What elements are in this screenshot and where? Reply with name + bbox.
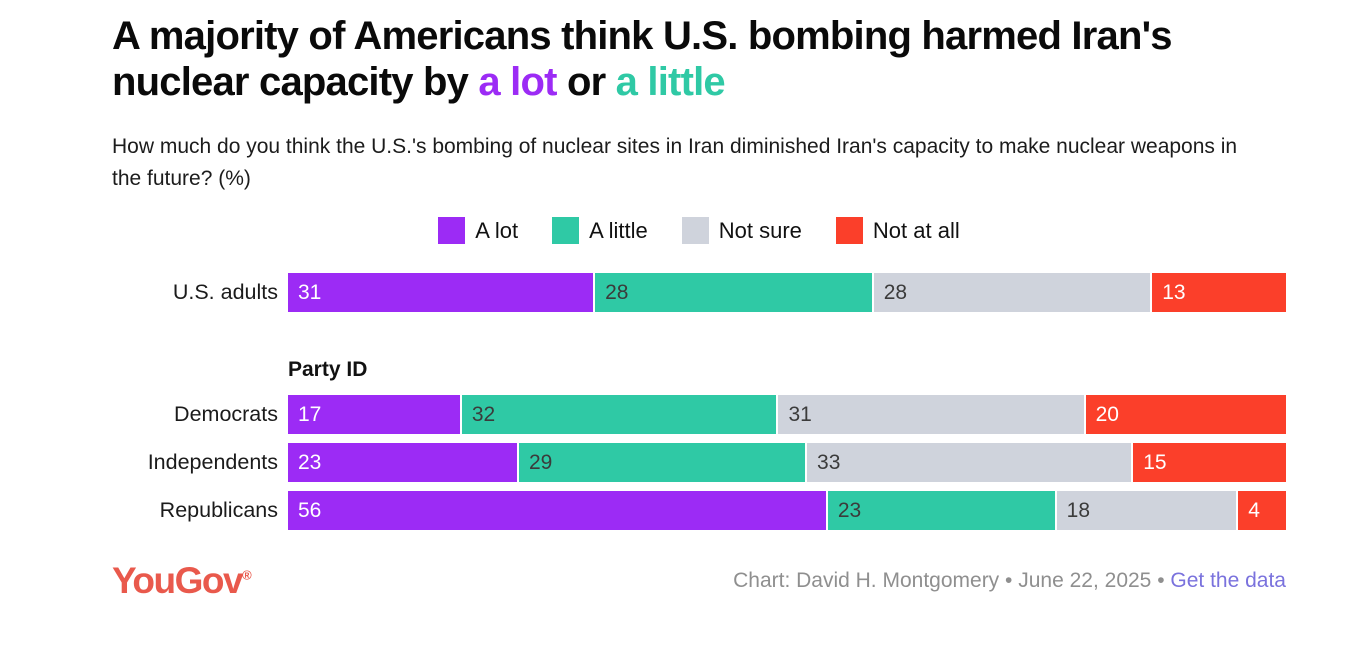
bar-segment-a-little: 32 — [461, 395, 777, 434]
bar-segment-not-sure: 31 — [778, 395, 1084, 434]
bar-segment-value: 4 — [1248, 498, 1260, 522]
chart-page: A majority of Americans think U.S. bombi… — [0, 14, 1354, 650]
bar-segment-value: 31 — [788, 402, 812, 426]
bar-segment-not-at-all: 15 — [1133, 443, 1286, 482]
bar-row-label: Democrats — [174, 402, 278, 426]
title-accent-a-little: a little — [615, 59, 726, 104]
bar-segment-a-lot: 17 — [288, 395, 460, 434]
bar-segment-a-little: 23 — [827, 491, 1055, 530]
bar-row-u-s-adults: U.S. adults 31 28 28 13 — [112, 273, 1287, 312]
legend-swatch-icon — [552, 217, 580, 244]
bar-row-independents: Independents 23 29 33 15 — [112, 443, 1286, 482]
survey-question-subtitle: How much do you think the U.S.'s bombing… — [112, 135, 1238, 191]
legend-label: A little — [589, 217, 648, 243]
bar-segment-not-sure: 28 — [873, 273, 1151, 312]
bar-segment-value: 15 — [1143, 450, 1167, 474]
bar-segment-a-little: 29 — [518, 443, 806, 482]
attribution-separator-1: • — [1005, 569, 1013, 592]
legend-item-a-lot: A lot — [438, 217, 518, 244]
get-the-data-link[interactable]: Get the data — [1170, 569, 1286, 592]
bar-segment-a-little: 28 — [595, 273, 872, 312]
bar-segment-value: 56 — [298, 498, 322, 522]
title-accent-a-lot: a lot — [478, 59, 557, 104]
bar-row-label: Republicans — [159, 498, 278, 522]
footer: YouGov® Chart: David H. Montgomery • Jun… — [112, 560, 1286, 602]
bar-segment-not-at-all: 20 — [1085, 395, 1287, 434]
legend-item-a-little: A little — [552, 217, 648, 244]
legend-swatch-icon — [681, 217, 709, 244]
bar-track: 31 28 28 13 — [288, 273, 1287, 312]
attribution-date: June 22, 2025 — [1018, 569, 1152, 592]
bar-segment-a-lot: 23 — [288, 443, 517, 482]
bar-segment-value: 13 — [1162, 280, 1186, 304]
bar-segment-value: 28 — [883, 280, 908, 304]
title-text-before: A majority of Americans think U.S. bombi… — [112, 14, 1173, 104]
bar-segment-value: 23 — [298, 450, 322, 474]
bar-segment-value: 20 — [1095, 402, 1119, 426]
bar-row-label: Independents — [147, 450, 278, 474]
title-text-middle: or — [556, 59, 616, 104]
legend: A lot A little Not sure Not at all — [112, 217, 1286, 244]
bar-row-label: U.S. adults — [172, 280, 278, 304]
yougov-logo[interactable]: YouGov® — [112, 560, 252, 602]
bar-track: 56 23 18 4 — [288, 491, 1286, 530]
legend-label: Not at all — [872, 217, 960, 243]
bar-segment-value: 17 — [298, 402, 322, 426]
bar-track: 17 32 31 20 — [288, 395, 1287, 434]
bar-segment-value: 29 — [528, 450, 553, 474]
bar-segment-value: 23 — [837, 498, 862, 522]
bar-segment-value: 28 — [605, 280, 629, 304]
bar-row-democrats: Democrats 17 32 31 20 — [112, 395, 1287, 434]
bar-segment-not-sure: 33 — [807, 443, 1132, 482]
bar-segment-value: 32 — [471, 402, 496, 426]
bar-segment-not-at-all: 4 — [1238, 491, 1286, 530]
bar-segment-not-sure: 18 — [1056, 491, 1237, 530]
bar-row-republicans: Republicans 56 23 18 4 — [112, 491, 1286, 530]
bar-segment-value: 33 — [817, 450, 841, 474]
legend-item-not-at-all: Not at all — [835, 217, 960, 244]
bar-segment-value: 31 — [298, 280, 322, 304]
bar-segment-a-lot: 31 — [288, 273, 594, 312]
bar-track: 23 29 33 15 — [288, 443, 1286, 482]
registered-trademark-icon: ® — [242, 567, 252, 583]
page-title: A majority of Americans think U.S. bombi… — [112, 14, 1252, 105]
attribution-separator-2: • — [1157, 569, 1165, 592]
legend-label: Not sure — [718, 217, 802, 243]
legend-item-not-sure: Not sure — [681, 217, 802, 244]
legend-swatch-icon — [835, 217, 863, 244]
yougov-logo-text: YouGov — [112, 560, 244, 601]
stacked-bar-chart: U.S. adults 31 28 28 13 Party ID Democrats 17 32… — [112, 273, 1287, 530]
attribution-credit: Chart: David H. Montgomery — [733, 569, 1000, 592]
legend-swatch-icon — [438, 217, 466, 244]
legend-label: A lot — [475, 217, 519, 243]
bar-segment-value: 18 — [1066, 498, 1090, 522]
bar-segment-not-at-all: 13 — [1152, 273, 1287, 312]
group-heading-party-id: Party ID — [288, 358, 368, 381]
bar-segment-a-lot: 56 — [288, 491, 826, 530]
attribution: Chart: David H. Montgomery • June 22, 20… — [733, 569, 1286, 593]
